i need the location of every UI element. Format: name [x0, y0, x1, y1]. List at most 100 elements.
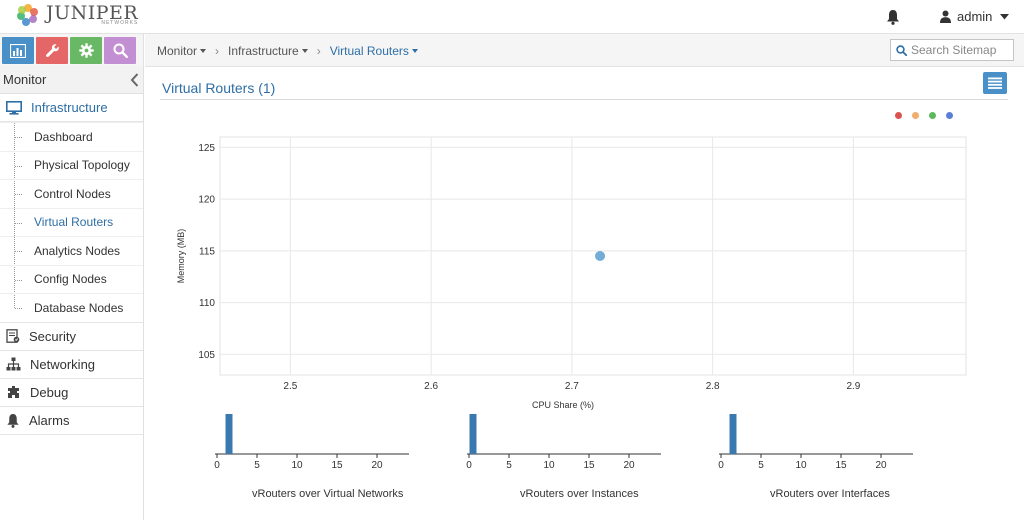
- histogram-instances: 0 5 10 15 20: [466, 414, 661, 471]
- chevron-right-icon: ›: [215, 44, 220, 58]
- histogram-title: vRouters over Interfaces: [770, 488, 890, 500]
- search-icon: [896, 44, 907, 56]
- juniper-logo[interactable]: JUNIPER NETWORKS: [16, 3, 138, 27]
- data-point: [595, 251, 606, 261]
- notifications-bell-icon[interactable]: [886, 9, 900, 25]
- sidebar-item-analytics-nodes[interactable]: Analytics Nodes: [0, 236, 143, 265]
- legend-dot[interactable]: [912, 112, 919, 119]
- search-input[interactable]: [911, 41, 1011, 59]
- histogram-virtual-networks: 0 5 10 15 20: [214, 414, 409, 471]
- y-tick-label: 125: [198, 143, 215, 154]
- user-name: admin: [957, 9, 993, 24]
- monitor-icon: [6, 100, 22, 115]
- cpu-memory-scatter-chart: 2.5 2.6 2.7 2.8 2.9 105 110 115 120 125 CPU Share …: [176, 136, 967, 410]
- bell-icon: [7, 413, 19, 428]
- x-tick-label: 15: [583, 460, 595, 471]
- x-tick-label: 20: [875, 460, 887, 471]
- sidebar-item-label: Networking: [30, 356, 96, 372]
- brand-sub: NETWORKS: [101, 20, 139, 26]
- x-tick-label: 10: [291, 460, 303, 471]
- x-tick-label: 2.9: [846, 381, 860, 392]
- plot-area: [219, 136, 967, 376]
- x-tick-label: 2.6: [424, 381, 438, 392]
- sidebar-item-label: Alarms: [29, 412, 70, 428]
- histogram-title: vRouters over Virtual Networks: [252, 488, 404, 500]
- sidebar-item-infrastructure[interactable]: Infrastructure: [0, 94, 143, 122]
- y-tick-label: 115: [199, 246, 215, 257]
- x-tick-label: 15: [835, 460, 847, 471]
- sidebar-item-physical-topology[interactable]: Physical Topology: [0, 150, 143, 180]
- collapse-chevron-icon[interactable]: [130, 72, 139, 87]
- sidebar-item-label: Debug: [30, 384, 69, 400]
- y-tick-label: 105: [198, 350, 215, 361]
- histogram-bar: [225, 414, 233, 454]
- sidebar-item-label: Security: [29, 328, 76, 344]
- breadcrumb-infrastructure[interactable]: Infrastructure: [228, 44, 308, 58]
- sidebar: Monitor Infrastructure Dashboard Physica…: [0, 34, 144, 520]
- chevron-right-icon: ›: [316, 44, 321, 58]
- sidebar-item-database-nodes[interactable]: Database Nodes: [0, 293, 143, 322]
- sidebar-item-networking[interactable]: Networking: [0, 351, 143, 379]
- infrastructure-submenu: Dashboard Physical Topology Control Node…: [0, 122, 143, 323]
- breadcrumb: Monitor › Infrastructure › Virtual Route…: [157, 44, 418, 58]
- x-tick-label: 0: [718, 460, 724, 471]
- x-tick-label: 5: [758, 460, 764, 471]
- y-tick-label: 110: [199, 298, 215, 309]
- query-tab[interactable]: [104, 37, 136, 64]
- brand-name: JUNIPER: [46, 2, 139, 24]
- sidebar-title: Monitor: [3, 72, 47, 87]
- search-icon: [113, 43, 128, 58]
- sidebar-item-control-nodes[interactable]: Control Nodes: [0, 179, 143, 208]
- legend-dot[interactable]: [946, 112, 953, 119]
- debug-icon: [8, 386, 19, 398]
- histogram-interfaces: 0 5 10 15 20: [718, 414, 913, 471]
- list-view-button[interactable]: [983, 72, 1007, 94]
- sidebar-item-config-nodes[interactable]: Config Nodes: [0, 264, 143, 294]
- x-tick-label: 5: [254, 460, 260, 471]
- network-icon: [6, 357, 21, 371]
- breadcrumb-bar: Monitor › Infrastructure › Virtual Route…: [145, 34, 1024, 67]
- legend-dot[interactable]: [929, 112, 936, 119]
- x-tick-label: 20: [371, 460, 383, 471]
- histogram-title: vRouters over Instances: [520, 488, 639, 500]
- caret-down-icon: [200, 49, 207, 53]
- search-sitemap[interactable]: [890, 39, 1014, 61]
- y-tick-label: 120: [198, 195, 215, 206]
- title-divider: [160, 99, 1008, 100]
- x-tick-label: 5: [506, 460, 512, 471]
- gear-icon: [78, 43, 94, 58]
- configure-tab[interactable]: [36, 37, 68, 64]
- sidebar-item-dashboard[interactable]: Dashboard: [0, 122, 143, 151]
- sidebar-item-label: Infrastructure: [31, 100, 108, 115]
- legend-dot[interactable]: [895, 112, 902, 119]
- sidebar-item-alarms[interactable]: Alarms: [0, 407, 143, 435]
- breadcrumb-virtual-routers[interactable]: Virtual Routers: [330, 44, 418, 58]
- x-tick-label: 0: [466, 460, 472, 471]
- y-axis-label: Memory (MB): [176, 229, 186, 284]
- settings-tab[interactable]: [70, 37, 102, 64]
- caret-down-icon: [1000, 13, 1010, 19]
- x-tick-label: 20: [623, 460, 635, 471]
- x-tick-label: 2.5: [283, 381, 297, 392]
- user-icon: [940, 10, 951, 23]
- sidebar-item-debug[interactable]: Debug: [0, 379, 143, 407]
- x-tick-label: 10: [795, 460, 807, 471]
- breadcrumb-monitor[interactable]: Monitor: [157, 44, 207, 58]
- caret-down-icon: [301, 49, 308, 53]
- monitor-tab[interactable]: [2, 37, 34, 64]
- x-tick-label: 2.8: [706, 381, 720, 392]
- user-menu[interactable]: admin: [940, 9, 1015, 24]
- sidebar-item-security[interactable]: Security: [0, 323, 143, 351]
- juniper-flower-icon: [16, 3, 40, 27]
- histogram-bar: [729, 414, 737, 454]
- page-title: Virtual Routers (1): [162, 80, 276, 96]
- x-tick-label: 0: [214, 460, 220, 471]
- security-icon: [6, 329, 20, 343]
- sidebar-item-virtual-routers[interactable]: Virtual Routers: [0, 207, 143, 237]
- x-tick-label: 2.7: [565, 381, 579, 392]
- top-navbar: JUNIPER NETWORKS admin: [0, 0, 1024, 34]
- wrench-icon: [45, 44, 59, 58]
- caret-down-icon: [411, 49, 418, 53]
- histogram-bar: [469, 414, 477, 454]
- list-icon: [988, 77, 1002, 89]
